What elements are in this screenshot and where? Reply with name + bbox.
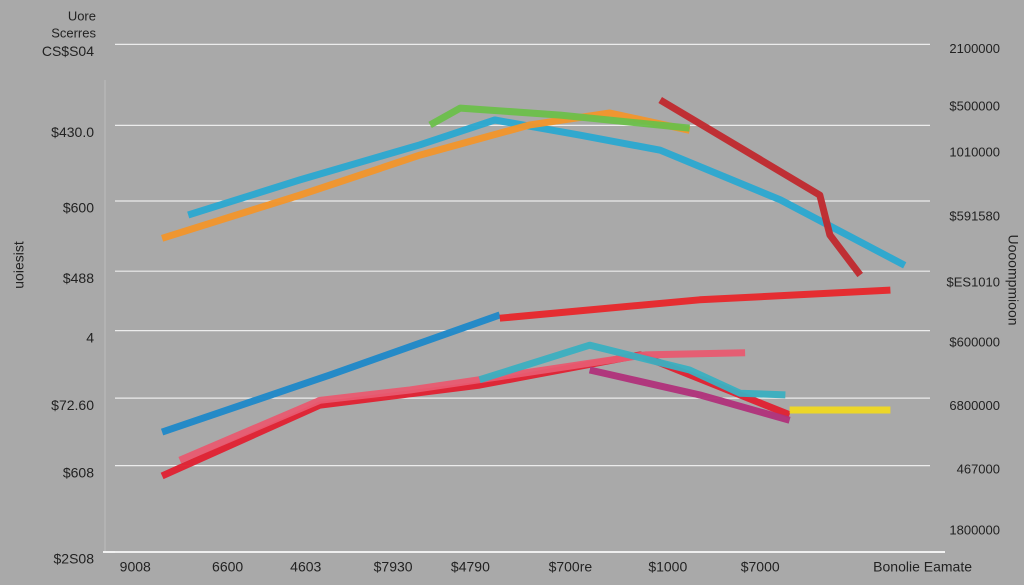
- series-line: [499, 286, 891, 322]
- y-tick-label: $608: [63, 464, 94, 480]
- chart-title: Uore: [68, 8, 96, 23]
- x-tick-label: $7930: [374, 559, 413, 575]
- x-tick-label: 9008: [120, 559, 151, 575]
- x-tick-label: $7000: [741, 559, 780, 575]
- y2-tick-label: 6800000: [949, 398, 1000, 413]
- y2-tick-label: 1800000: [949, 522, 1000, 537]
- y-tick-label: $430.0: [51, 124, 94, 140]
- y2-tick-label: $ES1010: [947, 275, 1001, 290]
- x-tick-label: 6600: [212, 559, 243, 575]
- y-tick-label: $600: [63, 200, 94, 216]
- y2-tick-label: 1010000: [949, 144, 1000, 159]
- y2-tick-label: $600000: [949, 334, 1000, 349]
- x-tick-label: 4603: [290, 559, 321, 575]
- y2-tick-label: 2100000: [949, 41, 1000, 56]
- series-line: [588, 366, 791, 424]
- series-line: [160, 351, 791, 480]
- x-tick-label: $1000: [648, 559, 687, 575]
- x-tick-label: $4790: [451, 559, 490, 575]
- y-tick-label: $72.60: [51, 397, 94, 413]
- series-line: [658, 96, 863, 278]
- y-tick-label: 4: [86, 329, 94, 345]
- y2-tick-label: $591580: [949, 209, 1000, 224]
- series-line: [161, 109, 691, 242]
- y-tick-label: $488: [63, 270, 94, 286]
- x-axis-title: Bonolie Eamate: [873, 559, 972, 575]
- y2-axis-title: Uooompmioon: [1005, 234, 1021, 325]
- chart-subtitle: Scerres: [51, 25, 96, 40]
- series-line: [428, 104, 690, 132]
- series-line: [478, 341, 786, 399]
- y-tick-label: CS$S04: [42, 43, 94, 59]
- x-tick-label: $700re: [549, 559, 593, 575]
- y2-tick-label: 467000: [957, 461, 1000, 476]
- series-line: [187, 116, 907, 269]
- y-tick-label: $2S08: [54, 551, 95, 567]
- y-axis-title: uoiesist: [11, 241, 27, 289]
- series-line: [160, 311, 501, 436]
- y2-tick-label: $500000: [949, 98, 1000, 113]
- series-line: [178, 349, 746, 464]
